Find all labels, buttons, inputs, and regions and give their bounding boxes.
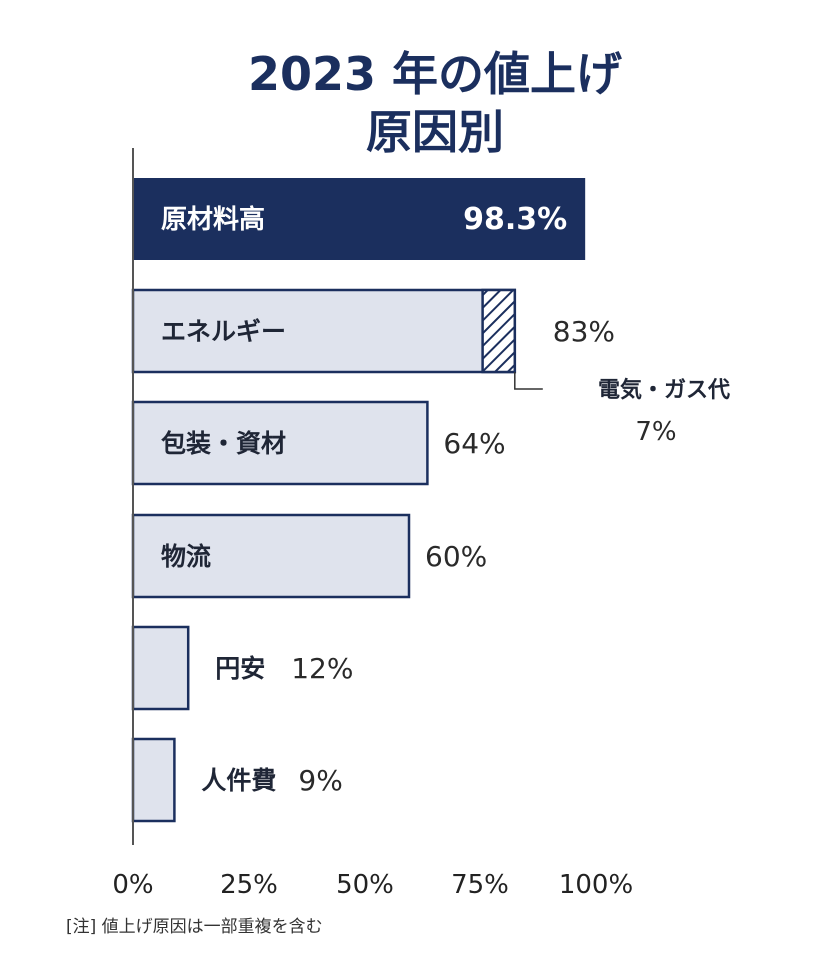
bar-5 [131, 737, 176, 823]
sub-segment-label: 電気・ガス代 [598, 377, 730, 403]
bar-3 [131, 513, 411, 599]
chart-title-line-1: 2023 年の値上げ [248, 47, 622, 101]
x-tick-label-3: 75% [451, 870, 509, 900]
value-label-0: 98.3% [463, 202, 567, 237]
bar-0 [133, 178, 586, 260]
bar-1 [131, 288, 517, 374]
bar-sub-segment [481, 288, 517, 374]
category-label-3: 物流 [161, 542, 211, 571]
x-axis-ticks: 0% 25% 50% 75% 100% [112, 870, 633, 900]
sub-segment-value: 7% [635, 417, 676, 447]
footnote: [注] 値上げ原因は一部重複を含む [66, 917, 323, 937]
category-label-1: エネルギー [161, 317, 286, 346]
category-label-4: 円安 [215, 654, 265, 683]
chart-title-line-2: 原因別 [366, 105, 504, 159]
category-label-0: 原材料高 [161, 204, 265, 235]
bar-2 [131, 400, 429, 486]
x-tick-label-0: 0% [112, 870, 153, 900]
bar-4 [131, 625, 190, 711]
value-label-2: 64% [443, 427, 505, 460]
x-tick-label-1: 25% [220, 870, 278, 900]
value-label-1: 83% [553, 315, 615, 348]
value-label-4: 12% [291, 652, 353, 685]
value-label-3: 60% [425, 540, 487, 573]
x-tick-label-2: 50% [336, 870, 394, 900]
value-label-5: 9% [298, 764, 342, 797]
bars-layer: 原材料高 98.3% 電気・ガス代 7% エネルギー 83% 包装・資材 64% 物流 60% 円安… [131, 178, 730, 823]
sub-segment-leader-line [514, 372, 543, 390]
x-tick-label-4: 100% [559, 870, 633, 900]
category-label-5: 人件費 [201, 766, 276, 795]
category-label-2: 包装・資材 [161, 429, 286, 458]
